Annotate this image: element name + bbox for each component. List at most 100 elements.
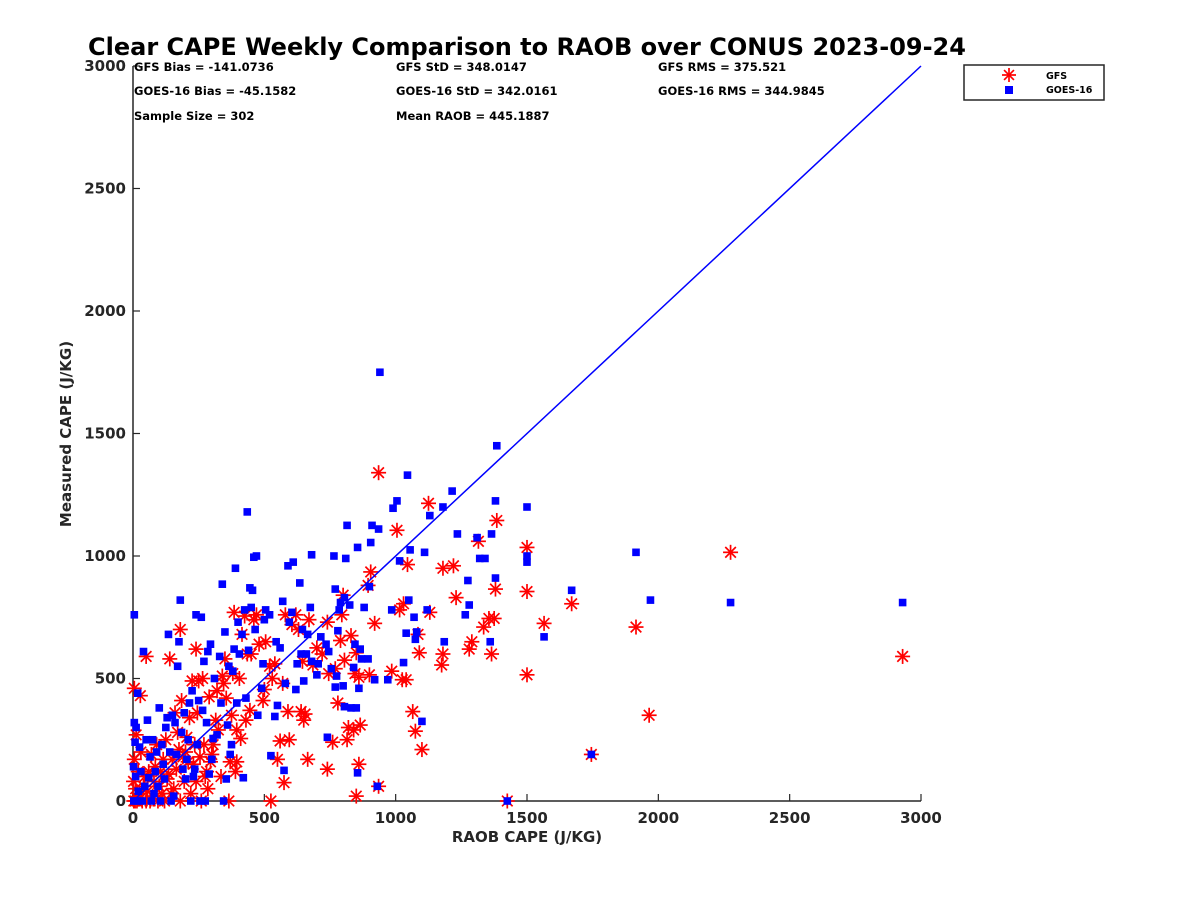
gfs-point: [363, 564, 379, 580]
goes-16-point: [244, 646, 253, 655]
goes-16-point: [298, 625, 307, 634]
stat-gfs-std: GFS StD = 348.0147: [396, 60, 527, 74]
goes-16-point: [218, 580, 227, 588]
gfs-point: [231, 671, 247, 686]
goes-16-point: [185, 699, 194, 707]
goes-16-point: [143, 716, 152, 724]
goes-16-point: [324, 647, 333, 656]
goes-16-point: [172, 750, 181, 759]
goes-16-point: [273, 701, 282, 710]
gfs-point: [224, 707, 239, 723]
gfs-point: [200, 781, 216, 797]
goes-16-point: [523, 558, 531, 566]
goes-16-point: [183, 755, 191, 764]
goes-16-point: [567, 586, 576, 595]
goes-16-point: [492, 441, 501, 450]
stat-goes-std: GOES-16 StD = 342.0161: [396, 84, 557, 98]
goes-16-point: [313, 671, 321, 679]
gfs-point: [421, 495, 436, 511]
goes-16-point: [465, 601, 474, 609]
goes-16-point: [148, 735, 157, 744]
goes-16-point: [278, 597, 287, 606]
y-tick-label: 0: [116, 792, 126, 810]
gfs-point: [319, 614, 335, 630]
goes-16-point: [261, 606, 270, 614]
goes-16-point: [331, 585, 340, 593]
goes-16-point: [176, 596, 185, 604]
goes-16-point: [281, 679, 290, 688]
legend-goes-label: GOES-16: [1046, 85, 1093, 96]
gfs-point: [251, 636, 267, 652]
goes-16-point: [184, 735, 192, 744]
gfs-point: [172, 622, 188, 637]
y-tick-label: 2500: [84, 180, 126, 198]
gfs-point: [371, 465, 387, 481]
goes-16-point: [139, 647, 148, 656]
goes-16-point: [137, 767, 145, 776]
goes-16-point: [276, 644, 284, 652]
y-tick-label: 3000: [84, 57, 126, 75]
gfs-point: [296, 712, 312, 728]
goes-16-point: [364, 655, 372, 663]
goes-16-point: [349, 663, 358, 672]
goes-16-point: [173, 662, 182, 671]
goes-16-point: [239, 773, 248, 782]
gfs-point: [293, 704, 309, 720]
goes-16-point: [135, 743, 144, 751]
goes-16-point: [271, 712, 279, 721]
gfs-point: [264, 671, 280, 686]
goes-16-point: [225, 662, 233, 671]
goes-16-point: [486, 637, 495, 646]
goes-16-point: [322, 640, 330, 648]
stat-gfs-bias: GFS Bias = -141.0736: [134, 60, 274, 74]
goes-16-point: [292, 685, 300, 694]
goes-16-point: [168, 711, 177, 720]
goes-16-point: [288, 608, 296, 617]
goes-16-point: [238, 630, 246, 639]
goes-16-point: [259, 660, 267, 668]
gfs-point: [519, 667, 535, 683]
goes-16-point: [464, 576, 472, 585]
stats-block: GFS Bias = -141.0736 GFS StD = 348.0147 …: [134, 60, 825, 123]
goes-16-point: [323, 733, 332, 742]
gfs-point: [301, 612, 317, 628]
goes-16-point: [334, 626, 342, 635]
gfs-point: [340, 720, 356, 735]
gfs-point: [309, 640, 325, 656]
goes-16-point: [357, 655, 366, 663]
goes-16-point: [353, 543, 362, 552]
goes-16-point: [317, 633, 325, 641]
goes-16-point: [209, 734, 217, 743]
gfs-point: [487, 581, 503, 597]
goes-16-point: [314, 660, 322, 668]
gfs-point: [435, 646, 451, 662]
goes-16-point: [130, 718, 139, 727]
goes-16-point: [202, 718, 211, 727]
gfs-point: [300, 751, 316, 767]
goes-16-point: [246, 584, 254, 592]
goes-16-point: [387, 606, 396, 614]
goes-16-point: [403, 471, 412, 479]
x-tick-label: 3000: [900, 809, 942, 827]
goes-16-point: [302, 650, 311, 658]
goes-16-point: [230, 645, 238, 653]
goes-16-point: [134, 787, 143, 795]
goes-16-point: [406, 546, 414, 554]
goes-16-point: [355, 684, 363, 693]
goes-16-point: [491, 497, 500, 505]
goes-16-point: [393, 497, 401, 505]
goes-16-point: [280, 766, 288, 775]
goes-16-point: [503, 797, 512, 805]
x-tick-label: 1500: [506, 809, 548, 827]
goes-16-point: [726, 598, 735, 607]
gfs-point: [895, 648, 911, 664]
goes-16-point: [150, 789, 158, 798]
goes-16-point: [332, 672, 341, 680]
goes-16-point: [898, 598, 907, 607]
goes-16-point: [426, 511, 434, 520]
goes-16-point: [229, 667, 237, 675]
gfs-point: [414, 742, 430, 758]
gfs-point: [435, 560, 451, 576]
goes-16-point: [253, 711, 262, 720]
goes-16-point: [171, 718, 179, 727]
